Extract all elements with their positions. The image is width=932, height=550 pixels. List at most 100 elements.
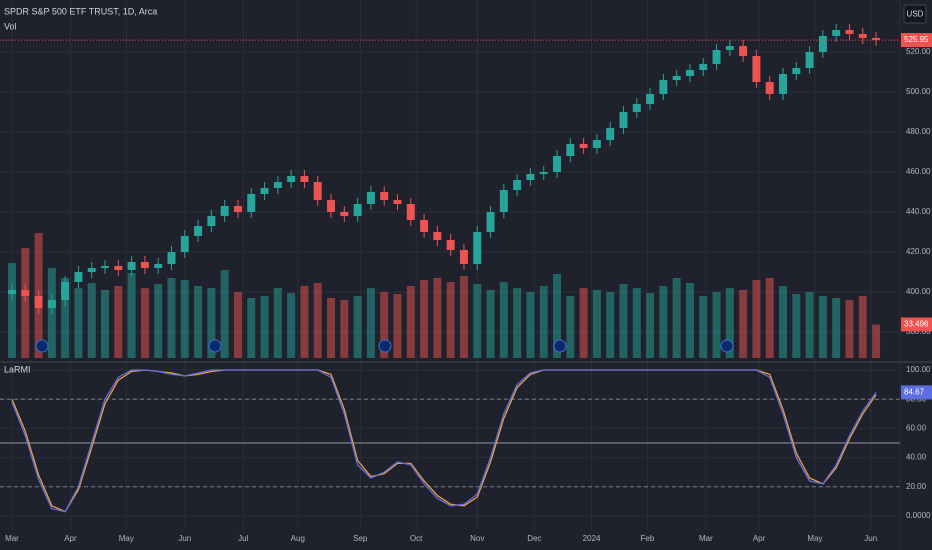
volume-bar (114, 286, 123, 358)
event-marker[interactable] (553, 339, 567, 353)
volume-bar (832, 298, 841, 358)
candle-body (818, 36, 827, 52)
indicator-title: LaRMI (4, 364, 31, 374)
candle-body (87, 268, 96, 272)
value-tag-label: 84.67 (904, 388, 925, 397)
candle-body (872, 38, 881, 41)
volume-bar (659, 286, 668, 358)
candle-body (34, 296, 43, 308)
plot (0, 24, 900, 513)
candle-body (127, 262, 136, 270)
volume-bar (553, 274, 562, 358)
volume-bar (353, 296, 362, 358)
candle-body (579, 144, 588, 148)
event-marker[interactable] (378, 339, 392, 353)
volume-bar (699, 296, 708, 358)
event-marker[interactable] (720, 339, 734, 353)
currency: USD (907, 10, 924, 19)
candle-body (805, 52, 814, 68)
candle-body (287, 176, 296, 182)
price-tag (901, 33, 932, 48)
volume-bar (207, 288, 216, 358)
event-marker[interactable] (35, 339, 49, 353)
candle-body (220, 206, 229, 216)
candle-body (699, 64, 708, 70)
candle-body (114, 266, 123, 270)
volume-bar (513, 288, 522, 358)
volume-bar (433, 278, 442, 358)
y-tick-label: 400.00 (906, 287, 931, 296)
candle-body (353, 204, 362, 216)
volume-bar (779, 286, 788, 358)
candle-body (340, 212, 349, 216)
volume-bar (526, 292, 535, 358)
x-tick-label: Aug (291, 534, 305, 543)
volume-bar (21, 248, 30, 358)
volume-bar (127, 273, 136, 358)
volume-bar (87, 283, 96, 358)
candle-body (74, 272, 83, 282)
candle-body (406, 204, 415, 220)
volume-bar (592, 290, 601, 358)
y-tick-label: 500.00 (906, 87, 931, 96)
volume-bar (327, 298, 336, 358)
candle-body (739, 46, 748, 56)
candle-body (725, 46, 734, 50)
volume-bar (632, 288, 641, 358)
candle-body (832, 30, 841, 36)
indicator-line (11, 369, 877, 513)
x-tick-label: Jun (178, 534, 191, 543)
event-markers (35, 339, 734, 353)
candle-body (712, 50, 721, 64)
candle-body (672, 76, 681, 80)
candle-body (792, 68, 801, 74)
volume-bar (300, 286, 309, 358)
event-marker[interactable] (208, 339, 222, 353)
volume-bar (752, 280, 761, 358)
candle-body (380, 192, 389, 200)
y-tick-label: 100.00 (906, 365, 931, 374)
currency-box[interactable] (903, 4, 927, 24)
volume-tag (901, 317, 932, 332)
candle-body (446, 240, 455, 250)
candle-body (207, 216, 216, 226)
volume-label: Vol (4, 21, 17, 31)
volume-bar (273, 288, 282, 358)
volume-bar (499, 282, 508, 358)
volume-bar (566, 296, 575, 358)
x-tick-label: Oct (410, 534, 423, 543)
y-tick-label: 480.00 (906, 127, 931, 136)
volume-bar (74, 288, 83, 358)
volume-bar (380, 292, 389, 358)
candle-body (752, 56, 761, 82)
candle-body (433, 232, 442, 240)
candle-body (233, 206, 242, 212)
candle-body (646, 94, 655, 104)
x-tick-label: Mar (5, 534, 19, 543)
candle-body (167, 252, 176, 264)
volume-bar (606, 292, 615, 358)
volume-bar (486, 290, 495, 358)
candle-body (592, 140, 601, 148)
volume-bar (539, 286, 548, 358)
candle-body (101, 266, 110, 268)
candle-body (154, 264, 163, 268)
volume-bar (154, 284, 163, 358)
x-tick-label: Mar (699, 534, 713, 543)
volume-bar (393, 294, 402, 358)
candle-body (420, 220, 429, 232)
candle-body (180, 236, 189, 252)
volume-bar (167, 278, 176, 358)
volume-bar (765, 278, 774, 358)
volume-bar (805, 292, 814, 358)
y-tick-label: 380.00 (906, 327, 931, 336)
volume-bar (61, 278, 70, 358)
candle-body (526, 174, 535, 180)
volume-bar (366, 288, 375, 358)
x-tick-label: Sep (353, 534, 368, 543)
volume-bar (340, 300, 349, 358)
candle-body (459, 250, 468, 264)
volume-bar (712, 292, 721, 358)
x-tick-label: Jun (864, 534, 877, 543)
